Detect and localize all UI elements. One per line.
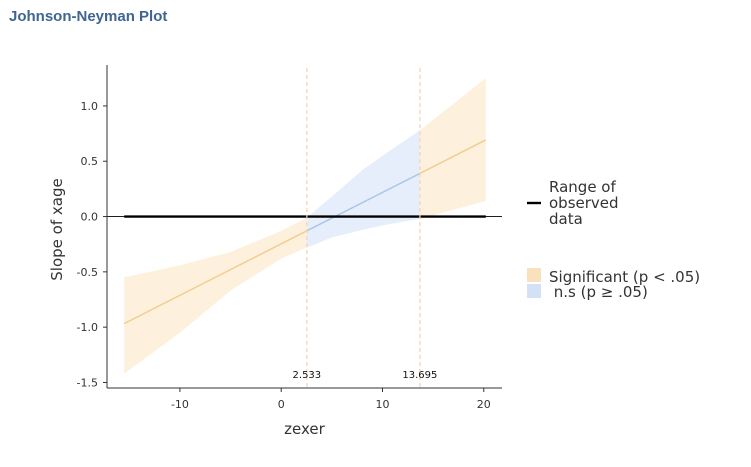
chart-title: Johnson-Neyman Plot [9, 8, 168, 25]
confidence-band-significant-0 [124, 217, 307, 374]
legend-ns-key [527, 284, 541, 298]
x-axis-title: zexer [284, 420, 325, 438]
y-tick-label: -1.0 [77, 321, 98, 334]
legend-ns-label: n.s (p ≥ .05) [549, 283, 648, 301]
legend-range-label: data [549, 210, 583, 228]
y-tick-label: 0.5 [81, 155, 99, 168]
x-tick-label: -10 [171, 398, 189, 411]
legend-range-label: observed [549, 194, 619, 212]
legend-significant-label: Significant (p < .05) [549, 268, 700, 286]
confidence-band-ns-1 [306, 130, 420, 248]
x-tick-label: 20 [477, 398, 491, 411]
y-tick-label: 0.0 [81, 211, 99, 224]
y-tick-label: 1.0 [81, 100, 99, 113]
legend-range-label: Range of [549, 178, 616, 196]
slope-line-significant-0 [123, 230, 308, 325]
legend-significant-key [527, 268, 541, 282]
jn-bound-label: 13.695 [402, 370, 437, 381]
confidence-band-significant-2 [419, 78, 486, 219]
x-tick-label: 10 [375, 398, 389, 411]
slope-line-significant-2 [419, 139, 487, 175]
jn-bound-label: 2.533 [293, 370, 322, 381]
y-tick-label: -1.5 [77, 376, 98, 389]
y-tick-label: -0.5 [77, 266, 98, 279]
x-tick-label: 0 [278, 398, 285, 411]
y-axis-title: Slope of xage [48, 178, 66, 280]
slope-line-ns-1 [306, 172, 421, 232]
